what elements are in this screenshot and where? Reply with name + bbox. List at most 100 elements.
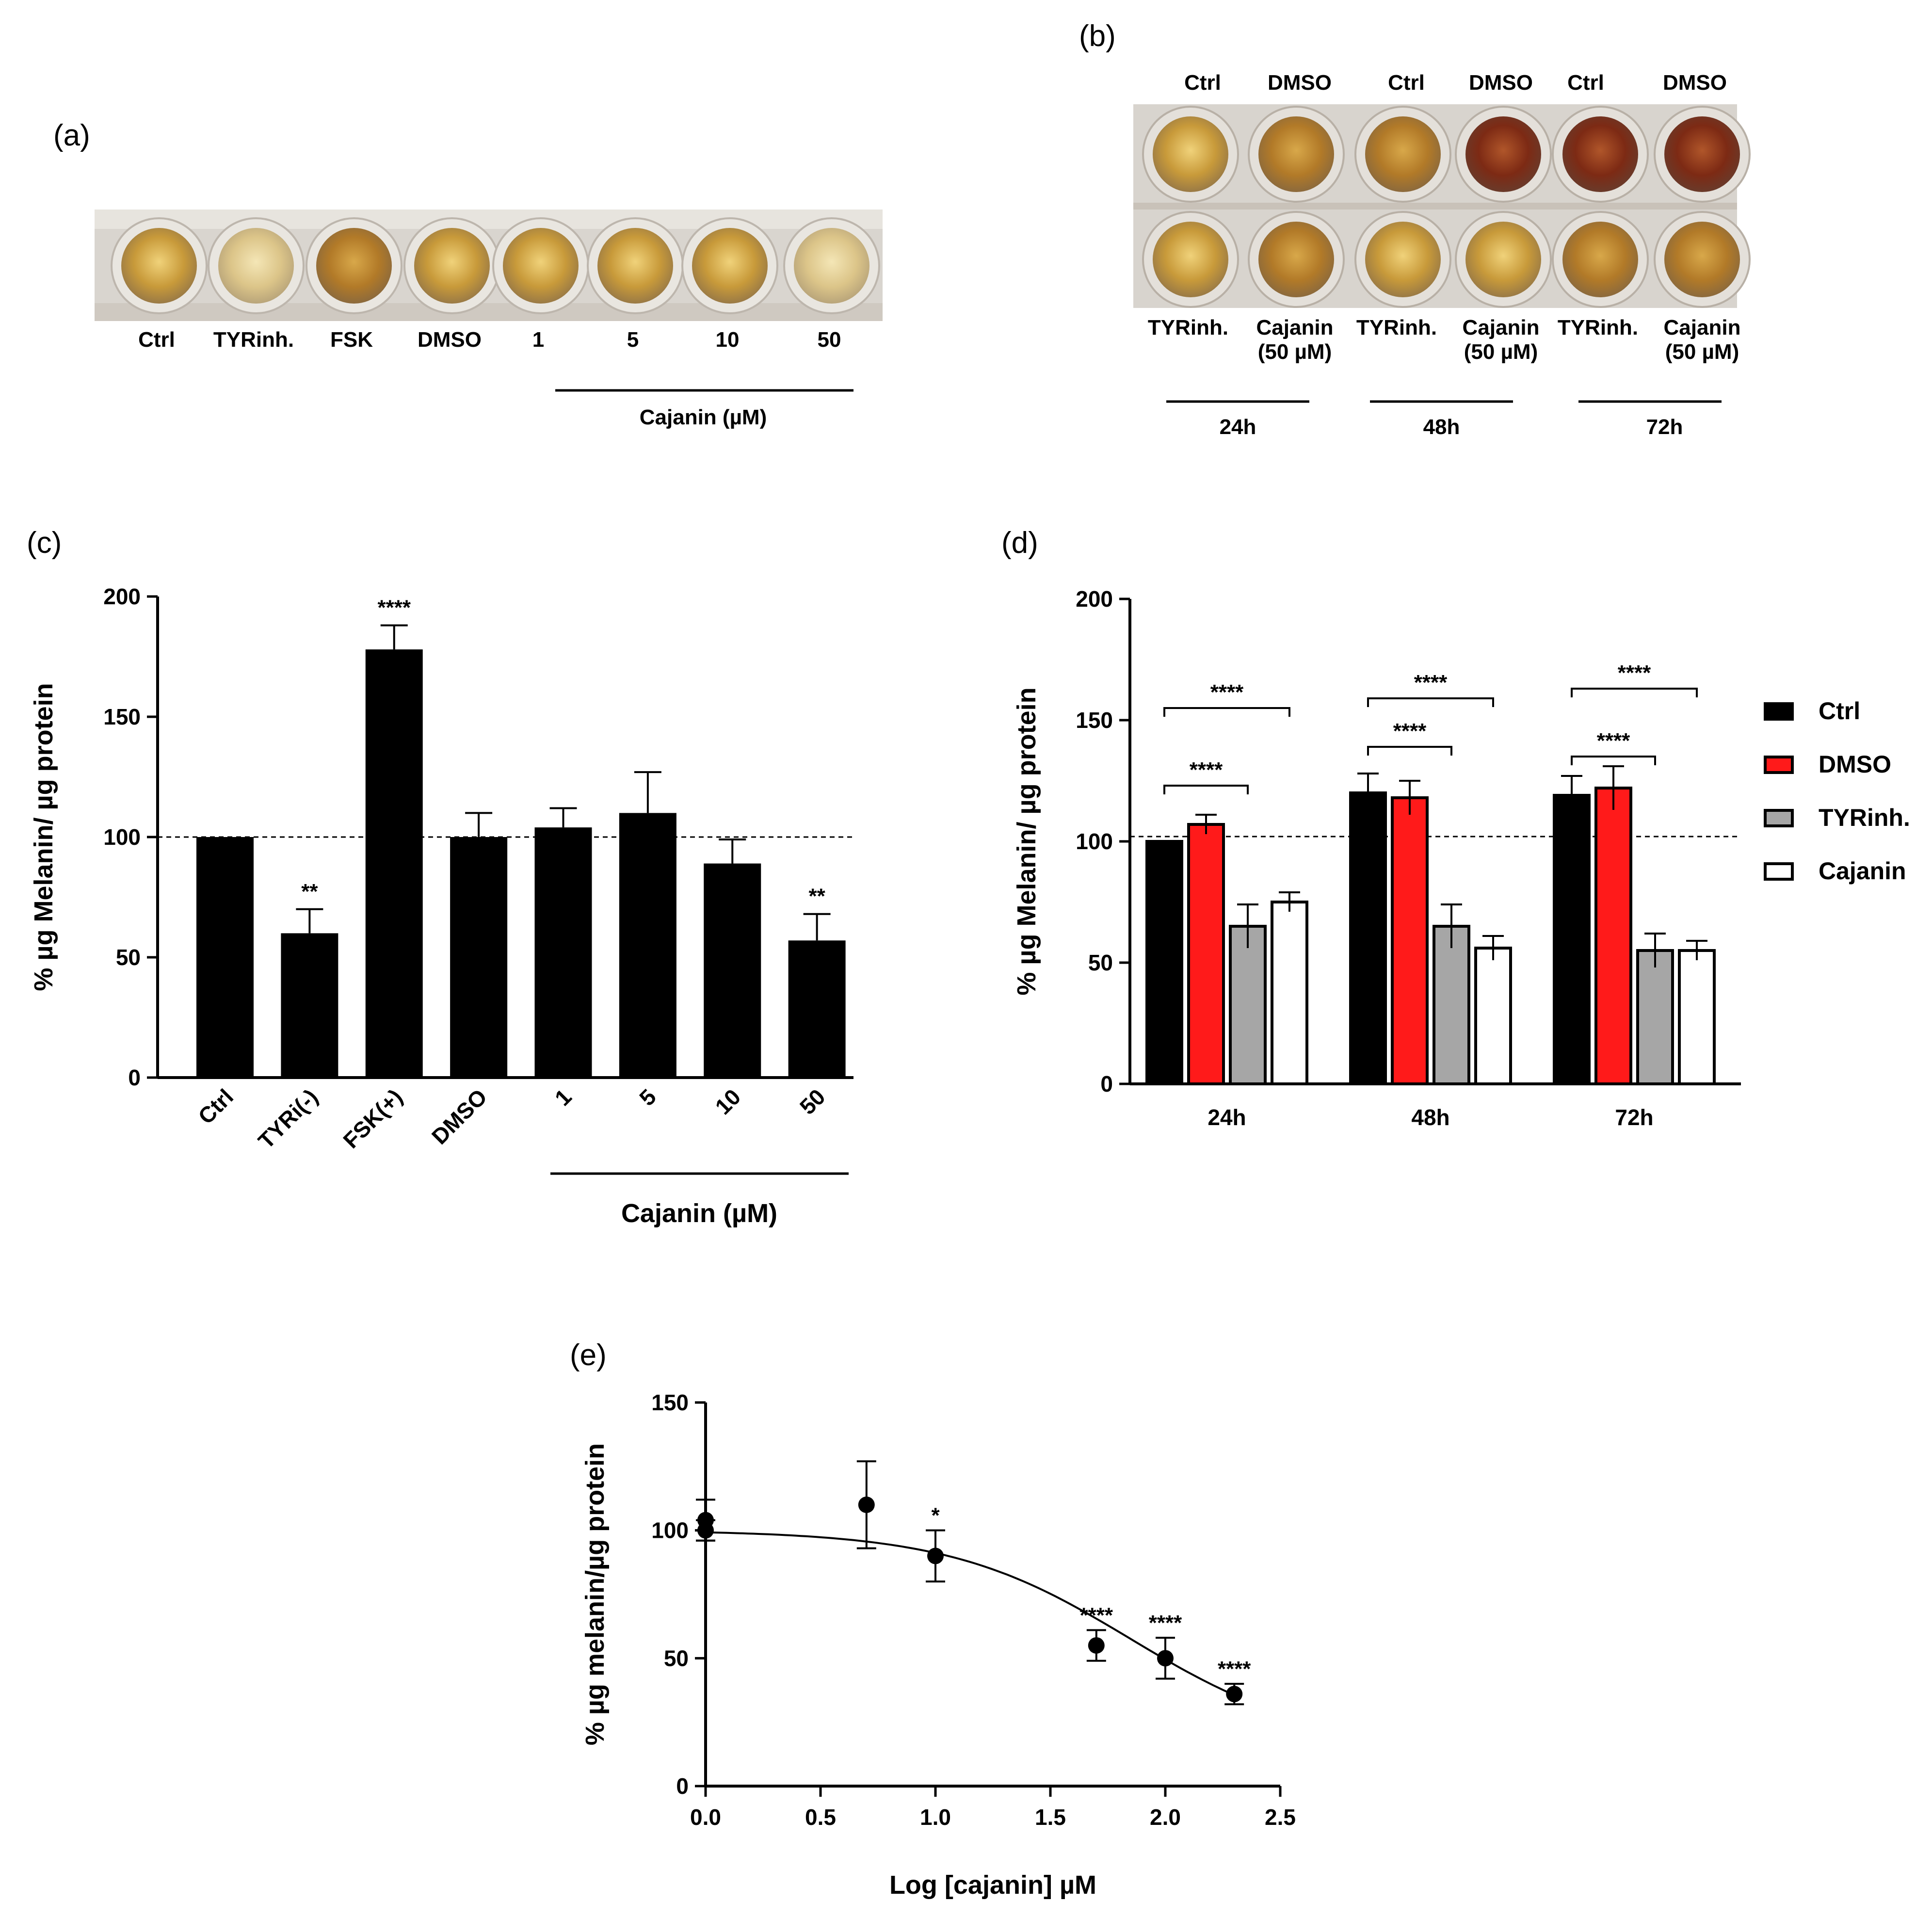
d-bar	[1145, 840, 1183, 1085]
well-label: TYRinh.	[213, 328, 294, 352]
e-x-tick-label: 1.0	[920, 1805, 951, 1830]
plate-well	[1664, 222, 1740, 297]
d-bar	[1229, 925, 1267, 1085]
plate-bottom-label: Cajanin	[1256, 316, 1334, 339]
d-significance-label: ****	[1618, 661, 1651, 685]
d-significance-bracket	[1163, 707, 1290, 717]
c-x-tick-label: DMSO	[427, 1084, 492, 1149]
plate-bottom-label: TYRinh.	[1558, 316, 1638, 339]
well-label: 50	[818, 328, 841, 352]
d-y-axis-title: % µg Melanin/ µg protein	[1012, 687, 1041, 995]
c-y-tick-label: 50	[116, 945, 141, 970]
d-legend-label: Ctrl	[1819, 697, 1860, 725]
d-legend-label: DMSO	[1819, 751, 1891, 778]
plate-well	[1153, 116, 1228, 192]
plate-well	[414, 228, 490, 304]
c-significance: ****	[378, 596, 411, 620]
d-x-tick-label: 72h	[1615, 1105, 1653, 1130]
plate-well	[1465, 222, 1541, 297]
e-x-axis-title: Log [cajanin] µM	[889, 1870, 1096, 1900]
well-label: 1	[532, 328, 544, 352]
plate-well	[1465, 116, 1541, 192]
e-x-tick-label: 2.0	[1150, 1805, 1181, 1830]
plate-well	[692, 228, 768, 304]
d-legend-label: Cajanin	[1819, 857, 1906, 885]
plate-well	[218, 228, 294, 304]
e-significance: *	[931, 1504, 940, 1528]
e-significance: ****	[1149, 1611, 1182, 1635]
d-bar	[1349, 791, 1387, 1085]
plate-well	[1365, 222, 1441, 297]
d-significance-bracket	[1571, 756, 1656, 765]
plate-top-label: Ctrl	[1567, 71, 1604, 95]
plate-well	[1258, 222, 1334, 297]
e-data-point	[927, 1547, 944, 1564]
c-x-tick-label: FSK(+)	[338, 1084, 407, 1153]
d-y-tick-label: 200	[1076, 586, 1113, 612]
c-bar	[788, 940, 846, 1078]
c-bar	[704, 863, 761, 1078]
c-bar	[534, 827, 592, 1078]
c-bar	[365, 649, 423, 1078]
plate-bottom-label-conc: (50 µM)	[1258, 340, 1332, 364]
c-y-tick-label: 200	[103, 584, 141, 609]
c-bar	[281, 933, 338, 1078]
plate-well	[794, 228, 869, 304]
d-significance-label: ****	[1393, 719, 1427, 743]
d-bar	[1187, 823, 1225, 1085]
plate-well	[316, 228, 392, 304]
plate-well	[1258, 116, 1334, 192]
e-x-tick-label: 1.5	[1035, 1805, 1066, 1830]
plate-bottom-label: TYRinh.	[1356, 316, 1437, 339]
plate-top-label: Ctrl	[1184, 71, 1221, 95]
plate-well	[1365, 116, 1441, 192]
d-legend-swatch	[1764, 756, 1794, 774]
d-bar	[1553, 794, 1591, 1085]
well-label: Ctrl	[138, 328, 175, 352]
e-y-tick-label: 0	[676, 1773, 689, 1799]
e-y-tick-label: 50	[664, 1645, 689, 1671]
plate-well	[1562, 116, 1638, 192]
plate-top-label: DMSO	[1663, 71, 1727, 95]
plate-well	[503, 228, 579, 304]
c-x-tick-label: 50	[795, 1084, 830, 1119]
d-y-tick-label: 150	[1076, 708, 1113, 733]
plate-well	[1562, 222, 1638, 297]
well-label: DMSO	[418, 328, 482, 352]
d-significance-label: ****	[1414, 671, 1448, 694]
plate-well	[597, 228, 673, 304]
panel-b-plate-photo	[1133, 104, 1751, 308]
e-y-axis-title: % µg melanin/µg protein	[580, 1443, 610, 1745]
e-fit-curve	[705, 1531, 1235, 1696]
plate-top-label: DMSO	[1268, 71, 1332, 95]
d-y-tick-label: 0	[1100, 1071, 1113, 1096]
e-data-point	[1088, 1637, 1105, 1654]
d-bar	[1678, 949, 1716, 1085]
d-significance-bracket	[1367, 697, 1494, 707]
panel-c-label: (c)	[27, 526, 62, 560]
c-bar	[196, 837, 254, 1078]
c-x-tick-label: 10	[710, 1084, 745, 1119]
time-group-label: 24h	[1220, 415, 1256, 439]
panel-b-label: (b)	[1079, 19, 1116, 53]
d-bar	[1636, 949, 1674, 1085]
d-y-tick-label: 100	[1076, 829, 1113, 854]
d-bar	[1474, 947, 1512, 1085]
e-data-point	[697, 1512, 714, 1529]
d-legend-label: TYRinh.	[1819, 804, 1910, 831]
d-bar	[1433, 925, 1470, 1085]
plate-top-label: DMSO	[1469, 71, 1533, 95]
d-bar	[1271, 901, 1308, 1085]
c-significance: **	[809, 885, 826, 908]
panel-a-group-label: Cajanin (µM)	[640, 405, 767, 429]
e-data-point	[1157, 1650, 1174, 1667]
e-x-tick-label: 2.5	[1265, 1805, 1296, 1830]
e-significance: ****	[1080, 1603, 1113, 1627]
d-significance-label: ****	[1597, 729, 1630, 753]
c-y-tick-label: 150	[103, 704, 141, 729]
d-significance-label: ****	[1210, 680, 1244, 704]
plate-bottom-label-conc: (50 µM)	[1464, 340, 1538, 364]
d-x-tick-label: 48h	[1411, 1105, 1449, 1130]
plate-top-label: Ctrl	[1388, 71, 1425, 95]
